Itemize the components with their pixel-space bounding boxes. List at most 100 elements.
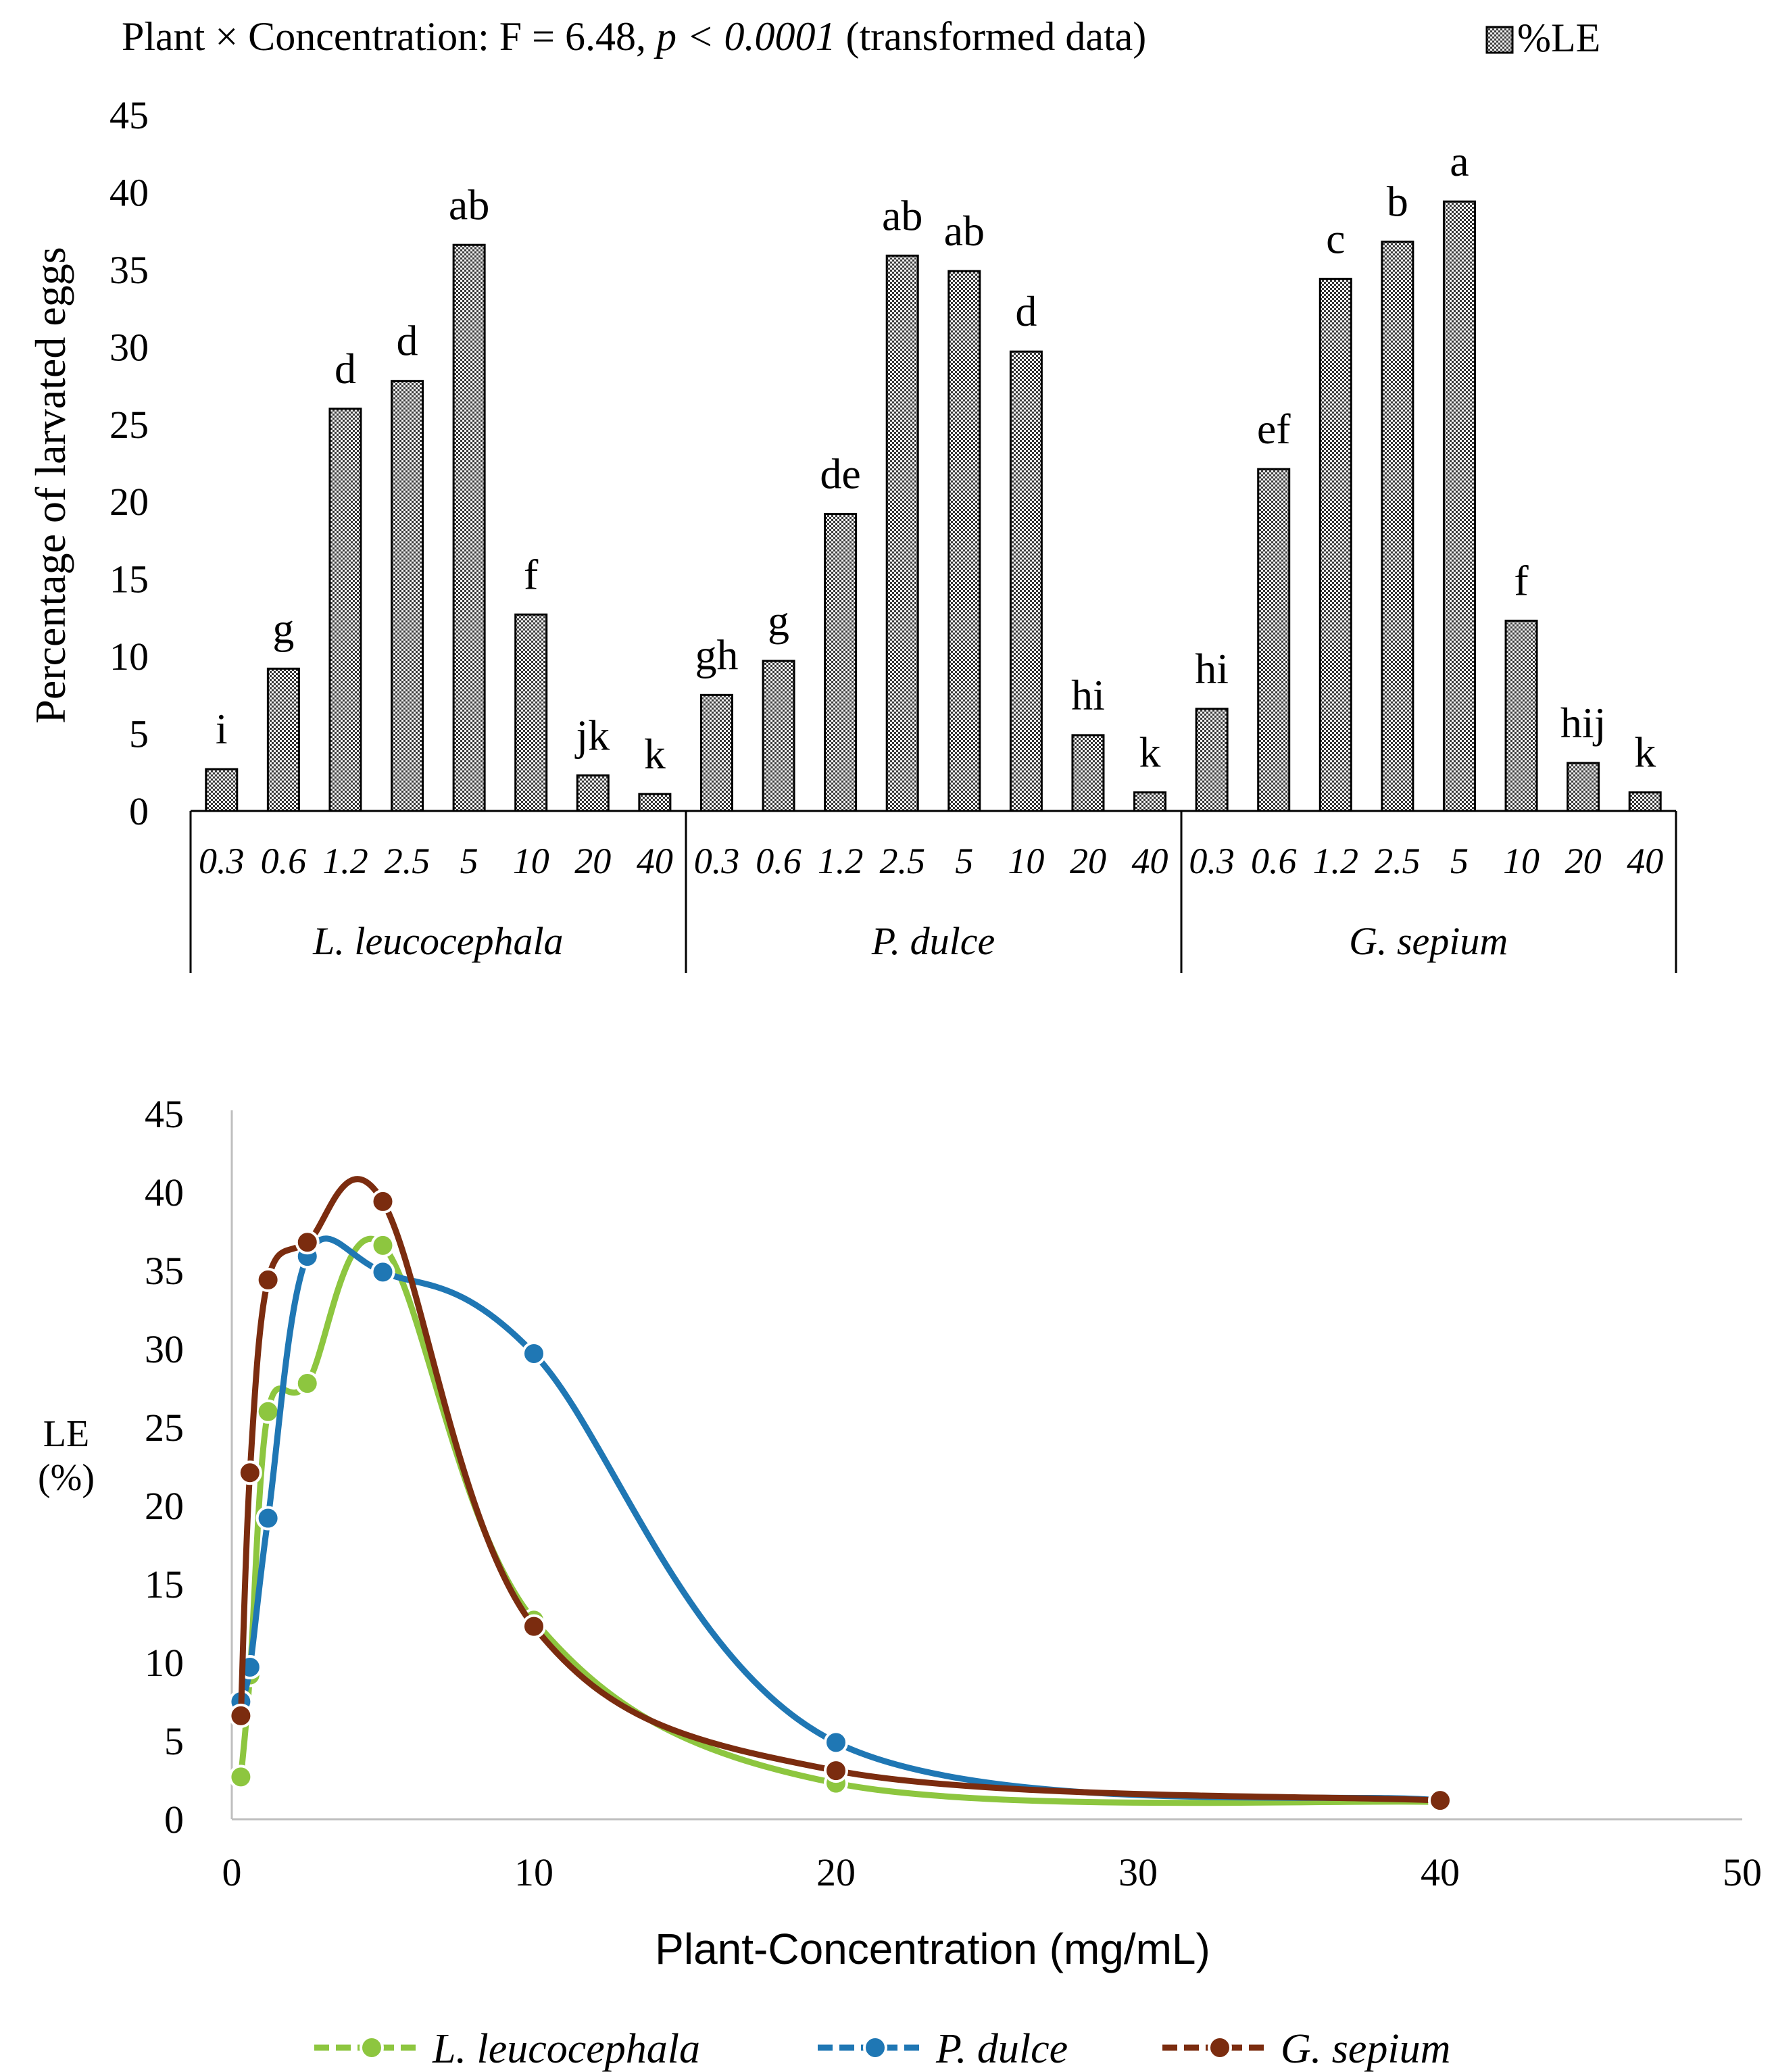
line-y-tick-label: 30	[145, 1327, 184, 1371]
series-line	[237, 1235, 1444, 1804]
bar-legend: %LE	[1485, 16, 1600, 60]
bar-y-tick-label: 45	[109, 93, 149, 137]
legend-label: P. dulce	[935, 2026, 1068, 2072]
series-p-dulce	[228, 1235, 1452, 1813]
bar-legend-label: %LE	[1517, 16, 1600, 60]
line-x-tick-label: 50	[1723, 1850, 1762, 1894]
legend-label: G. sepium	[1281, 2026, 1450, 2072]
bar-legend-swatch	[1485, 26, 1514, 54]
bar-y-axis-label: Percentage of larvated eggs	[26, 247, 74, 723]
legend-entry: G. sepium	[1162, 2026, 1450, 2072]
title-prefix: Plant × Concentration: F = 6.48,	[122, 14, 656, 59]
bar	[885, 254, 919, 812]
bar-x-tick-label: 40	[637, 841, 673, 881]
data-point	[824, 1758, 848, 1783]
bar	[514, 613, 548, 812]
bar-y-tick-label: 20	[109, 480, 149, 524]
significance-letter: jk	[574, 711, 610, 759]
line-y-axis-label-line2: (%)	[38, 1457, 95, 1499]
bar	[1319, 278, 1352, 812]
bar-x-tick-label: 0.6	[261, 841, 307, 881]
significance-letter: ef	[1257, 405, 1291, 453]
bar	[391, 380, 424, 812]
bar-x-tick-label: 10	[1008, 841, 1044, 881]
bar-x-tick-label: 20	[1070, 841, 1106, 881]
bar-x-tick-label: 0.3	[694, 841, 740, 881]
bar-x-tick-label: 40	[1132, 841, 1168, 881]
bar-x-tick-label: 5	[955, 841, 973, 881]
bar	[1257, 468, 1291, 812]
significance-letter: ab	[944, 207, 985, 255]
bar-group-dividers	[189, 811, 1677, 973]
bar	[1628, 791, 1662, 812]
significance-letter: d	[335, 345, 356, 393]
bar-x-tick-label: 1.2	[1313, 841, 1359, 881]
bar-x-tick-label: 2.5	[1375, 841, 1421, 881]
bar-chart: Plant × Concentration: F = 6.48, p < 0.0…	[26, 14, 1677, 973]
series-g-sepium	[228, 1176, 1452, 1813]
title-p-value: p < 0.0001	[654, 14, 836, 59]
bar	[1442, 200, 1476, 812]
legend-marker	[1208, 2036, 1232, 2060]
significance-letter: b	[1387, 178, 1408, 226]
line-y-tick-label: 0	[164, 1798, 184, 1842]
bar-x-tick-label: 2.5	[879, 841, 925, 881]
bar-x-tick-label: 5	[1450, 841, 1469, 881]
line-y-tick-label: 20	[145, 1484, 184, 1528]
bar-x-tick-label: 1.2	[818, 841, 864, 881]
data-point	[228, 1765, 253, 1790]
data-point	[1428, 1788, 1452, 1813]
significance-letter: k	[644, 730, 666, 778]
bar	[1567, 762, 1600, 812]
bar-x-tick-label: 20	[574, 841, 611, 881]
bar-x-tick-label: 10	[1503, 841, 1539, 881]
bar-chart-title: Plant × Concentration: F = 6.48, p < 0.0…	[122, 14, 1146, 59]
significance-letter: d	[397, 317, 418, 365]
significance-letter: f	[1514, 556, 1529, 604]
data-point	[255, 1506, 280, 1531]
bar	[328, 408, 362, 812]
significance-letter: f	[524, 550, 539, 598]
bar-x-tick-label: 5	[460, 841, 478, 881]
line-y-tick-label: 45	[145, 1092, 184, 1136]
data-point	[255, 1267, 280, 1292]
bar	[762, 660, 795, 812]
line-x-tick-label: 20	[816, 1850, 856, 1894]
bar-x-tick-label: 20	[1565, 841, 1602, 881]
data-point	[237, 1460, 262, 1485]
bar-x-tick-label: 1.2	[322, 841, 368, 881]
line-x-tick-label: 10	[514, 1850, 553, 1894]
significance-letter: a	[1450, 137, 1469, 185]
data-point	[522, 1614, 546, 1639]
line-x-tick-label: 40	[1421, 1850, 1460, 1894]
bar-group-label: L. leucocephala	[312, 919, 563, 963]
significance-letter: de	[820, 450, 860, 498]
significance-letter: hi	[1071, 671, 1105, 719]
line-chart: LE (%) 0 5 10 15 20 25 30 35 40 45 0 10 20 30 40 50 Pl…	[38, 1092, 1762, 2072]
data-point	[295, 1230, 320, 1255]
bar-x-tick-labels: 0.3 0.6 1.2 2.5 5 10 20 40 0.3 0.6 1.2 2.5 5 10 20 40 0.…	[199, 841, 1663, 881]
legend-marker	[863, 2036, 887, 2060]
bar-y-tick-label: 40	[109, 170, 149, 214]
series-line	[237, 1235, 1444, 1806]
data-point	[370, 1233, 395, 1258]
title-suffix: (transformed data)	[835, 14, 1146, 59]
bar-y-tick-label: 15	[109, 558, 149, 601]
legend-label: L. leucocephala	[432, 2026, 700, 2072]
line-y-axis-label-line1: LE	[43, 1413, 89, 1455]
line-x-axis-label: Plant-Concentration (mg/mL)	[655, 1925, 1210, 1973]
data-point	[824, 1730, 848, 1755]
line-x-tick-label: 30	[1118, 1850, 1158, 1894]
significance-letter: k	[1139, 729, 1161, 776]
line-y-tick-label: 25	[145, 1406, 184, 1450]
bar-group-label: G. sepium	[1349, 919, 1508, 963]
significance-letter: ab	[449, 180, 489, 228]
series-line	[237, 1176, 1444, 1804]
bar-x-tick-label: 0.6	[756, 841, 802, 881]
bar	[1009, 350, 1043, 812]
legend-entry: L. leucocephala	[314, 2026, 700, 2072]
significance-letter: k	[1634, 729, 1656, 776]
bar-group-label: P. dulce	[871, 919, 995, 963]
